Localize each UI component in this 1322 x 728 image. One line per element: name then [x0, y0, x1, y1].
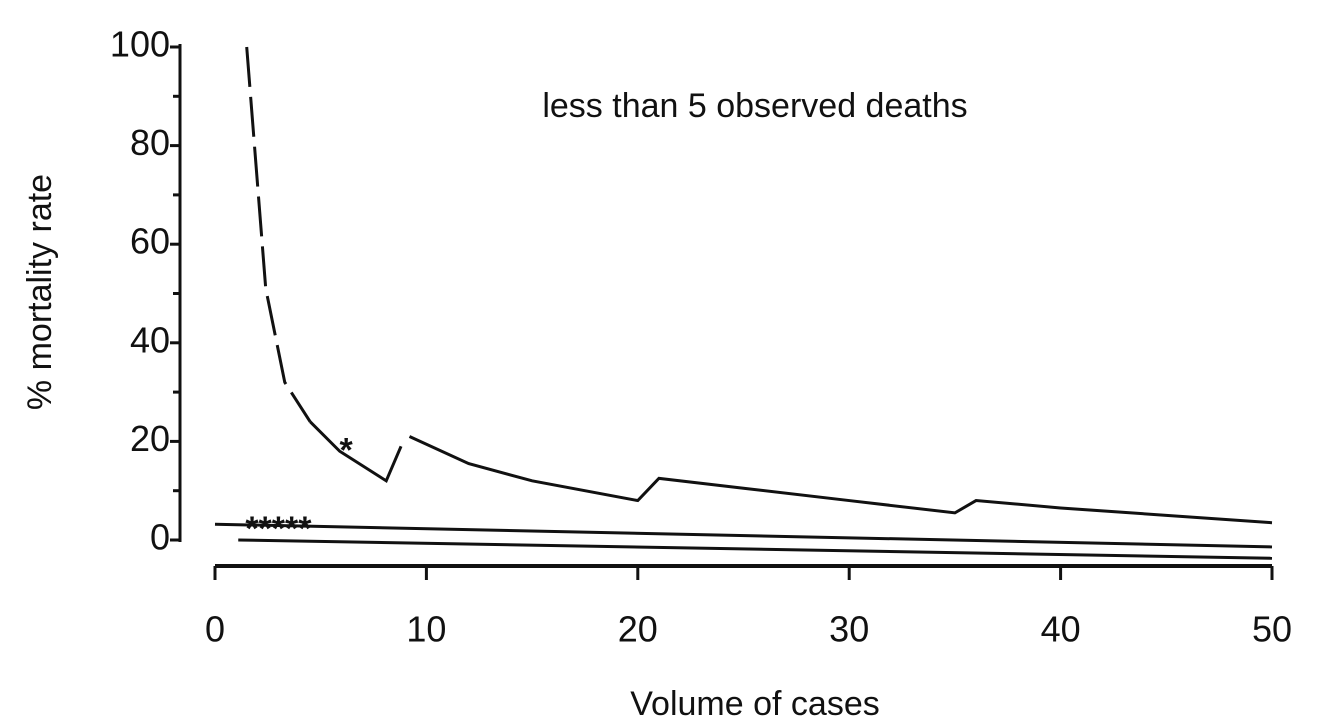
y-tick-label: 40	[130, 319, 170, 360]
y-axis-title: % mortality rate	[21, 174, 59, 410]
marker-label: *****	[245, 510, 312, 548]
annotation: less than 5 observed deaths	[542, 87, 967, 125]
line-series	[309, 420, 1273, 525]
x-tick-label: 20	[618, 609, 658, 650]
line-series	[245, 46, 312, 423]
y-tick-label: 60	[130, 221, 170, 262]
x-axis-title: Volume of cases	[630, 685, 879, 723]
y-tick-label: 20	[130, 418, 170, 459]
x-tick-label: 30	[829, 609, 869, 650]
x-tick-label: 40	[1041, 609, 1081, 650]
marker-label: *	[339, 431, 353, 469]
x-tick-label: 10	[406, 609, 446, 650]
x-tick-label: 50	[1252, 609, 1292, 650]
line-series	[238, 538, 1273, 560]
y-tick-label: 100	[110, 24, 170, 65]
x-tick-label: 0	[205, 609, 225, 650]
y-tick-label: 0	[150, 517, 170, 558]
y-tick-label: 80	[130, 122, 170, 163]
line-series	[214, 522, 1273, 549]
